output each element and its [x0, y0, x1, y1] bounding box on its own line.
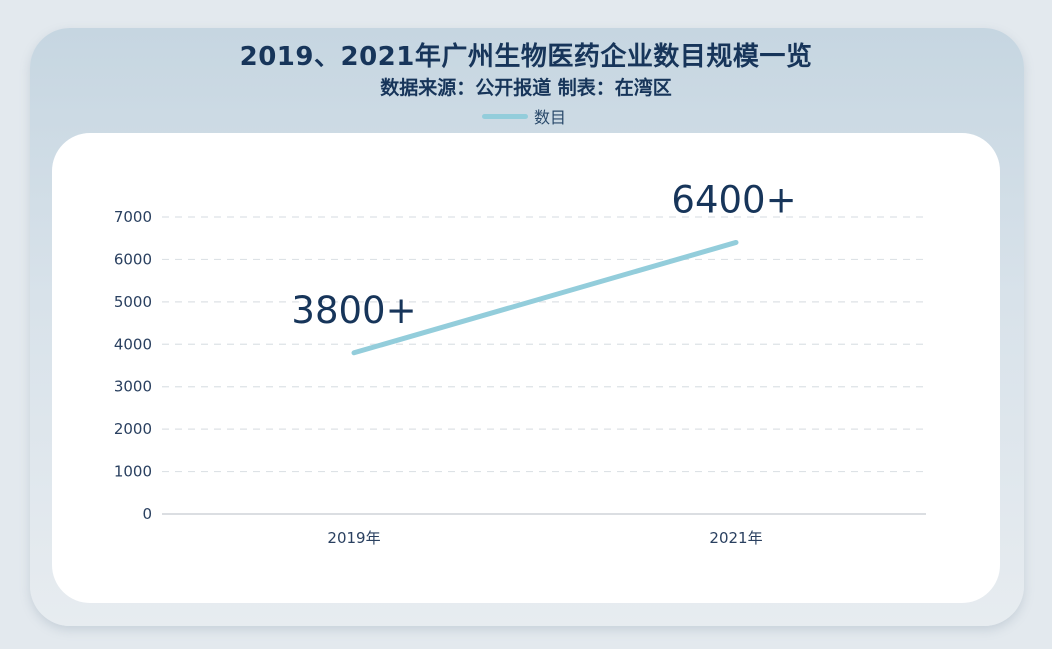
plot-area-card	[52, 133, 1000, 603]
y-tick-label: 7000	[114, 208, 152, 226]
data-label: 3800+	[291, 289, 416, 332]
y-tick-label: 0	[142, 505, 152, 523]
series-line	[351, 239, 739, 356]
legend-label: 数目	[534, 108, 567, 127]
y-tick-label: 1000	[114, 463, 152, 481]
y-tick-label: 2000	[114, 420, 152, 438]
data-label: 6400+	[671, 178, 796, 221]
legend-swatch	[482, 113, 528, 119]
y-tick-label: 5000	[114, 293, 152, 311]
y-tick-label: 6000	[114, 250, 152, 268]
x-tick-label: 2019年	[327, 529, 380, 547]
y-tick-label: 3000	[114, 378, 152, 396]
x-tick-label: 2021年	[709, 529, 762, 547]
chart-subtitle: 数据来源：公开报道 制表：在湾区	[380, 77, 672, 99]
chart-title: 2019、2021年广州生物医药企业数目规模一览	[239, 42, 813, 72]
legend: 数目	[482, 104, 566, 128]
y-tick-label: 4000	[114, 335, 152, 353]
